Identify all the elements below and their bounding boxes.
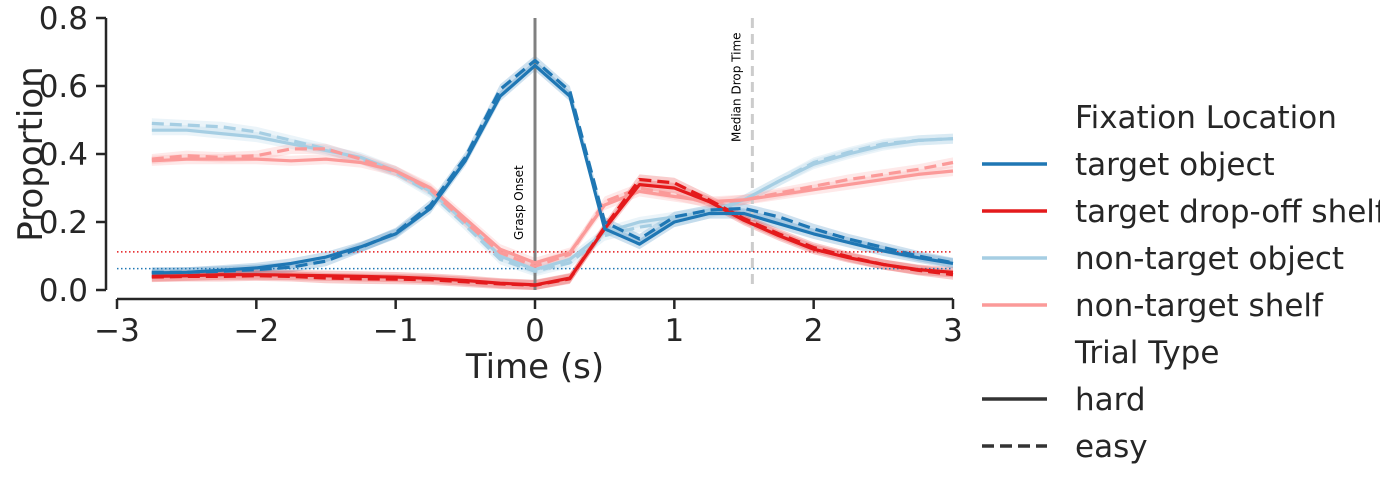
series-lines	[151, 58, 954, 287]
legend-entry-label: non-target shelf	[1075, 288, 1324, 324]
y-tick-label: 0.0	[39, 273, 88, 309]
axes: 0.0 0.2 0.4 0.6 0.8 −3 −2 −1 0 1 2 3 Time (s) Proport…	[11, 1, 963, 387]
legend-title-0: Fixation Location	[1075, 100, 1337, 136]
x-tick-label: −2	[233, 313, 279, 349]
grasp-onset-label: Grasp Onset	[512, 165, 526, 240]
legend-entry-label: target drop-off shelf	[1075, 194, 1380, 230]
x-axis-title: Time (s)	[465, 347, 604, 387]
legend-entry-label: non-target object	[1075, 241, 1344, 277]
band-3	[151, 174, 954, 290]
x-tick-label: −1	[373, 313, 419, 349]
legend-title-1: Trial Type	[1074, 335, 1219, 371]
y-tick-label: 0.6	[39, 69, 88, 105]
y-tick-label: 0.4	[39, 137, 88, 173]
median-drop-time-label: Median Drop Time	[729, 32, 743, 142]
series-line-4	[151, 128, 954, 272]
series-line-0	[151, 63, 954, 275]
x-tick-label: −3	[94, 313, 140, 349]
reference-lines	[117, 18, 953, 290]
series-line-3	[151, 177, 954, 287]
legend-entry-label: easy	[1075, 429, 1148, 465]
series-line-1	[151, 58, 954, 274]
band-0	[151, 60, 954, 279]
x-tick-label: 1	[664, 313, 684, 349]
series-line-5	[151, 121, 954, 273]
y-axis-title: Proportion	[11, 66, 51, 241]
band-1	[151, 55, 954, 278]
legend-entry-label: hard	[1075, 382, 1146, 418]
band-2	[151, 179, 954, 290]
series-line-6	[151, 157, 954, 265]
annotations: Grasp Onset Median Drop Time	[512, 32, 743, 240]
y-tick-label: 0.8	[39, 1, 88, 37]
x-tick-label: 3	[943, 313, 963, 349]
x-tick-label: 0	[525, 313, 545, 349]
legend-entry-label: target object	[1075, 147, 1275, 183]
y-tick-label: 0.2	[39, 205, 88, 241]
legend: Fixation Location target object target dro…	[982, 100, 1380, 465]
x-tick-label: 2	[804, 313, 824, 349]
series-line-7	[151, 147, 954, 268]
